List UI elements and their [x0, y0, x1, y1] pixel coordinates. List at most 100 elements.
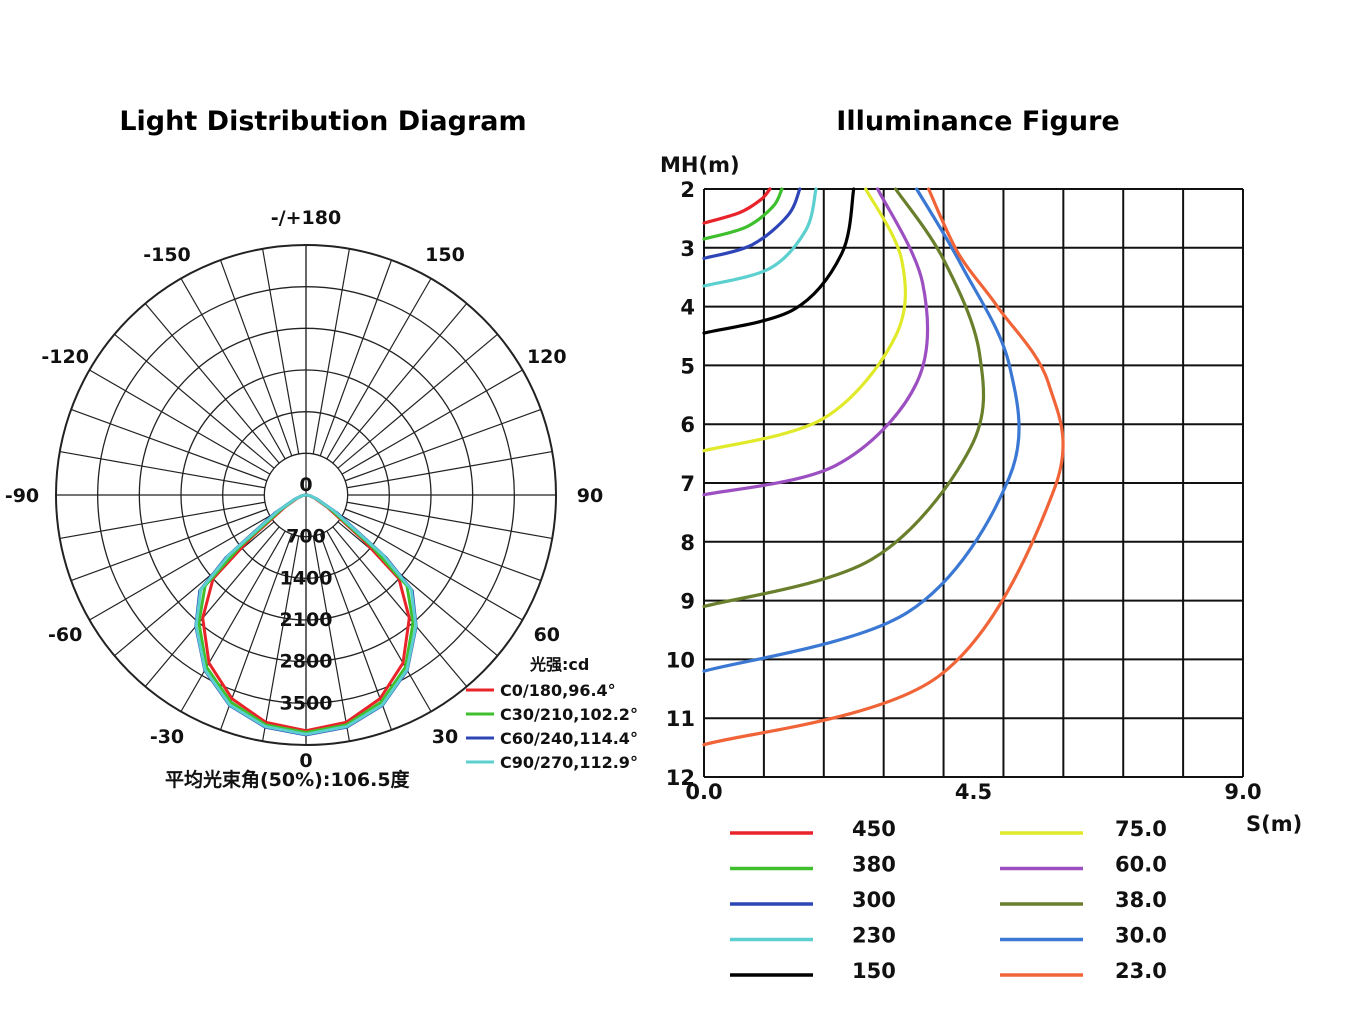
- polar-grid-spoke: [319, 259, 393, 457]
- polar-angle-label: -150: [143, 244, 191, 266]
- polar-chart-title: Light Distribution Diagram: [119, 106, 526, 137]
- polar-legend-label: C0/180,96.4°: [500, 681, 616, 700]
- polar-radial-tick-label: 2100: [280, 609, 333, 631]
- polar-grid-spoke: [312, 248, 351, 455]
- x-tick-label: 0.0: [685, 780, 722, 804]
- illuminance-legend-label: 380: [852, 853, 896, 877]
- illuminance-legend-label: 23.0: [1115, 959, 1167, 983]
- polar-grid-spoke: [344, 508, 542, 582]
- isolux-curve: [702, 187, 986, 609]
- isolux-curve: [702, 187, 930, 497]
- polar-angle-label: -/+180: [271, 207, 341, 229]
- polar-grid-spoke: [346, 450, 553, 489]
- beam-angle-label: 平均光束角(50%):106.5度: [165, 768, 411, 791]
- illuminance-legend-label: 300: [852, 888, 896, 912]
- polar-grid-spoke: [346, 501, 553, 540]
- polar-radial-tick-label: 3500: [280, 692, 333, 714]
- polar-grid-spoke: [219, 259, 293, 457]
- y-tick-label: 11: [666, 707, 695, 731]
- polar-angle-label: -120: [41, 346, 89, 368]
- polar-angle-label: 90: [577, 485, 603, 507]
- polar-chart: -/+180 150 -150 120 -120 90 -90 60 -60 30 -30 0 0 70…: [5, 207, 638, 791]
- y-tick-label: 12: [666, 766, 695, 790]
- illuminance-legend-label: 230: [852, 924, 896, 948]
- isolux-curve: [702, 187, 772, 225]
- polar-unit-label: 光强:cd: [529, 655, 589, 674]
- polar-grid-spoke: [337, 333, 498, 469]
- polar-grid-spoke: [89, 515, 271, 621]
- illuminance-grid: [703, 188, 1244, 778]
- illuminance-legend-label: 30.0: [1115, 924, 1167, 948]
- isolux-curve: [702, 187, 784, 241]
- polar-angle-label: 120: [527, 346, 567, 368]
- polar-grid-spoke: [89, 369, 271, 475]
- illuminance-legend-label: 38.0: [1115, 888, 1167, 912]
- polar-grid-spoke: [337, 521, 498, 657]
- isolux-curve: [702, 187, 818, 288]
- isolux-curve: [702, 187, 1065, 747]
- polar-grid-spoke: [332, 526, 468, 687]
- polar-angle-label: 150: [425, 244, 465, 266]
- polar-legend-label: C60/240,114.4°: [500, 729, 638, 748]
- polar-grid-spoke: [114, 333, 275, 469]
- polar-grid-spoke: [180, 278, 286, 460]
- polar-grid-spoke: [114, 521, 275, 657]
- polar-angle-label: -60: [48, 624, 82, 646]
- polar-grid-spoke: [70, 408, 268, 482]
- y-tick-label: 7: [680, 472, 695, 496]
- y-tick-label: 3: [680, 237, 695, 261]
- polar-grid-spoke: [326, 278, 432, 460]
- x-tick-label: 9.0: [1224, 780, 1261, 804]
- y-tick-label: 6: [680, 413, 695, 437]
- polar-grid-spoke: [144, 303, 280, 464]
- illuminance-legend-label: 450: [852, 817, 896, 841]
- polar-angle-labels: -/+180 150 -150 120 -120 90 -90 60 -60 30 -30 0: [5, 207, 603, 772]
- isolux-curve: [702, 187, 856, 335]
- x-tick-label: 4.5: [955, 780, 992, 804]
- polar-angle-label: -90: [5, 485, 39, 507]
- isolux-curve: [702, 187, 802, 260]
- illuminance-curves: [702, 187, 1065, 747]
- polar-legend: C0/180,96.4° C30/210,102.2° C60/240,114.4°…: [466, 681, 638, 772]
- y-tick-label: 2: [680, 178, 695, 202]
- polar-grid-spoke: [312, 535, 351, 742]
- polar-series-curve: [194, 493, 418, 736]
- polar-radial-tick-label: 700: [286, 526, 326, 548]
- polar-grid-spoke: [70, 508, 268, 582]
- polar-radial-tick-label: 1400: [280, 567, 333, 589]
- polar-radial-tick-label: 0: [299, 474, 312, 496]
- illuminance-tick-labels: 2 3 4 5 6 7 8 9 10 11 120.0 4.5 9.0: [666, 178, 1262, 804]
- illuminance-chart-title: Illuminance Figure: [836, 106, 1119, 137]
- illuminance-legend: 450 380 300 230 150 75.0 60.0 38.0 30.0 23.0: [730, 817, 1167, 983]
- polar-grid-spoke: [180, 530, 286, 712]
- illuminance-legend-label: 75.0: [1115, 817, 1167, 841]
- illuminance-legend-label: 150: [852, 959, 896, 983]
- polar-angle-label: -30: [150, 726, 184, 748]
- y-axis-label: MH(m): [660, 153, 740, 177]
- polar-grid-spoke: [261, 248, 300, 455]
- y-tick-label: 5: [680, 354, 695, 378]
- isolux-curve: [702, 187, 1021, 673]
- polar-legend-label: C30/210,102.2°: [500, 705, 638, 724]
- polar-radial-tick-label: 2800: [280, 651, 333, 673]
- polar-grid-spoke: [144, 526, 280, 687]
- polar-grid-spoke: [59, 501, 266, 540]
- polar-grid-spoke: [341, 369, 523, 475]
- y-tick-label: 4: [680, 296, 695, 320]
- polar-radial-labels: 0 700 1400 2100 2800 3500: [280, 474, 333, 714]
- x-axis-label: S(m): [1246, 812, 1302, 836]
- y-tick-label: 8: [680, 531, 695, 555]
- polar-grid: [55, 244, 557, 746]
- polar-curves: [194, 493, 418, 737]
- illuminance-legend-label: 60.0: [1115, 853, 1167, 877]
- polar-grid-spoke: [344, 408, 542, 482]
- polar-angle-label: 30: [432, 726, 458, 748]
- polar-grid-spoke: [332, 303, 468, 464]
- polar-grid-spoke: [261, 535, 300, 742]
- polar-legend-label: C90/270,112.9°: [500, 753, 638, 772]
- polar-grid-spoke: [341, 515, 523, 621]
- polar-grid-spoke: [326, 530, 432, 712]
- isolux-curve: [702, 187, 908, 453]
- polar-angle-label: 0: [299, 750, 312, 772]
